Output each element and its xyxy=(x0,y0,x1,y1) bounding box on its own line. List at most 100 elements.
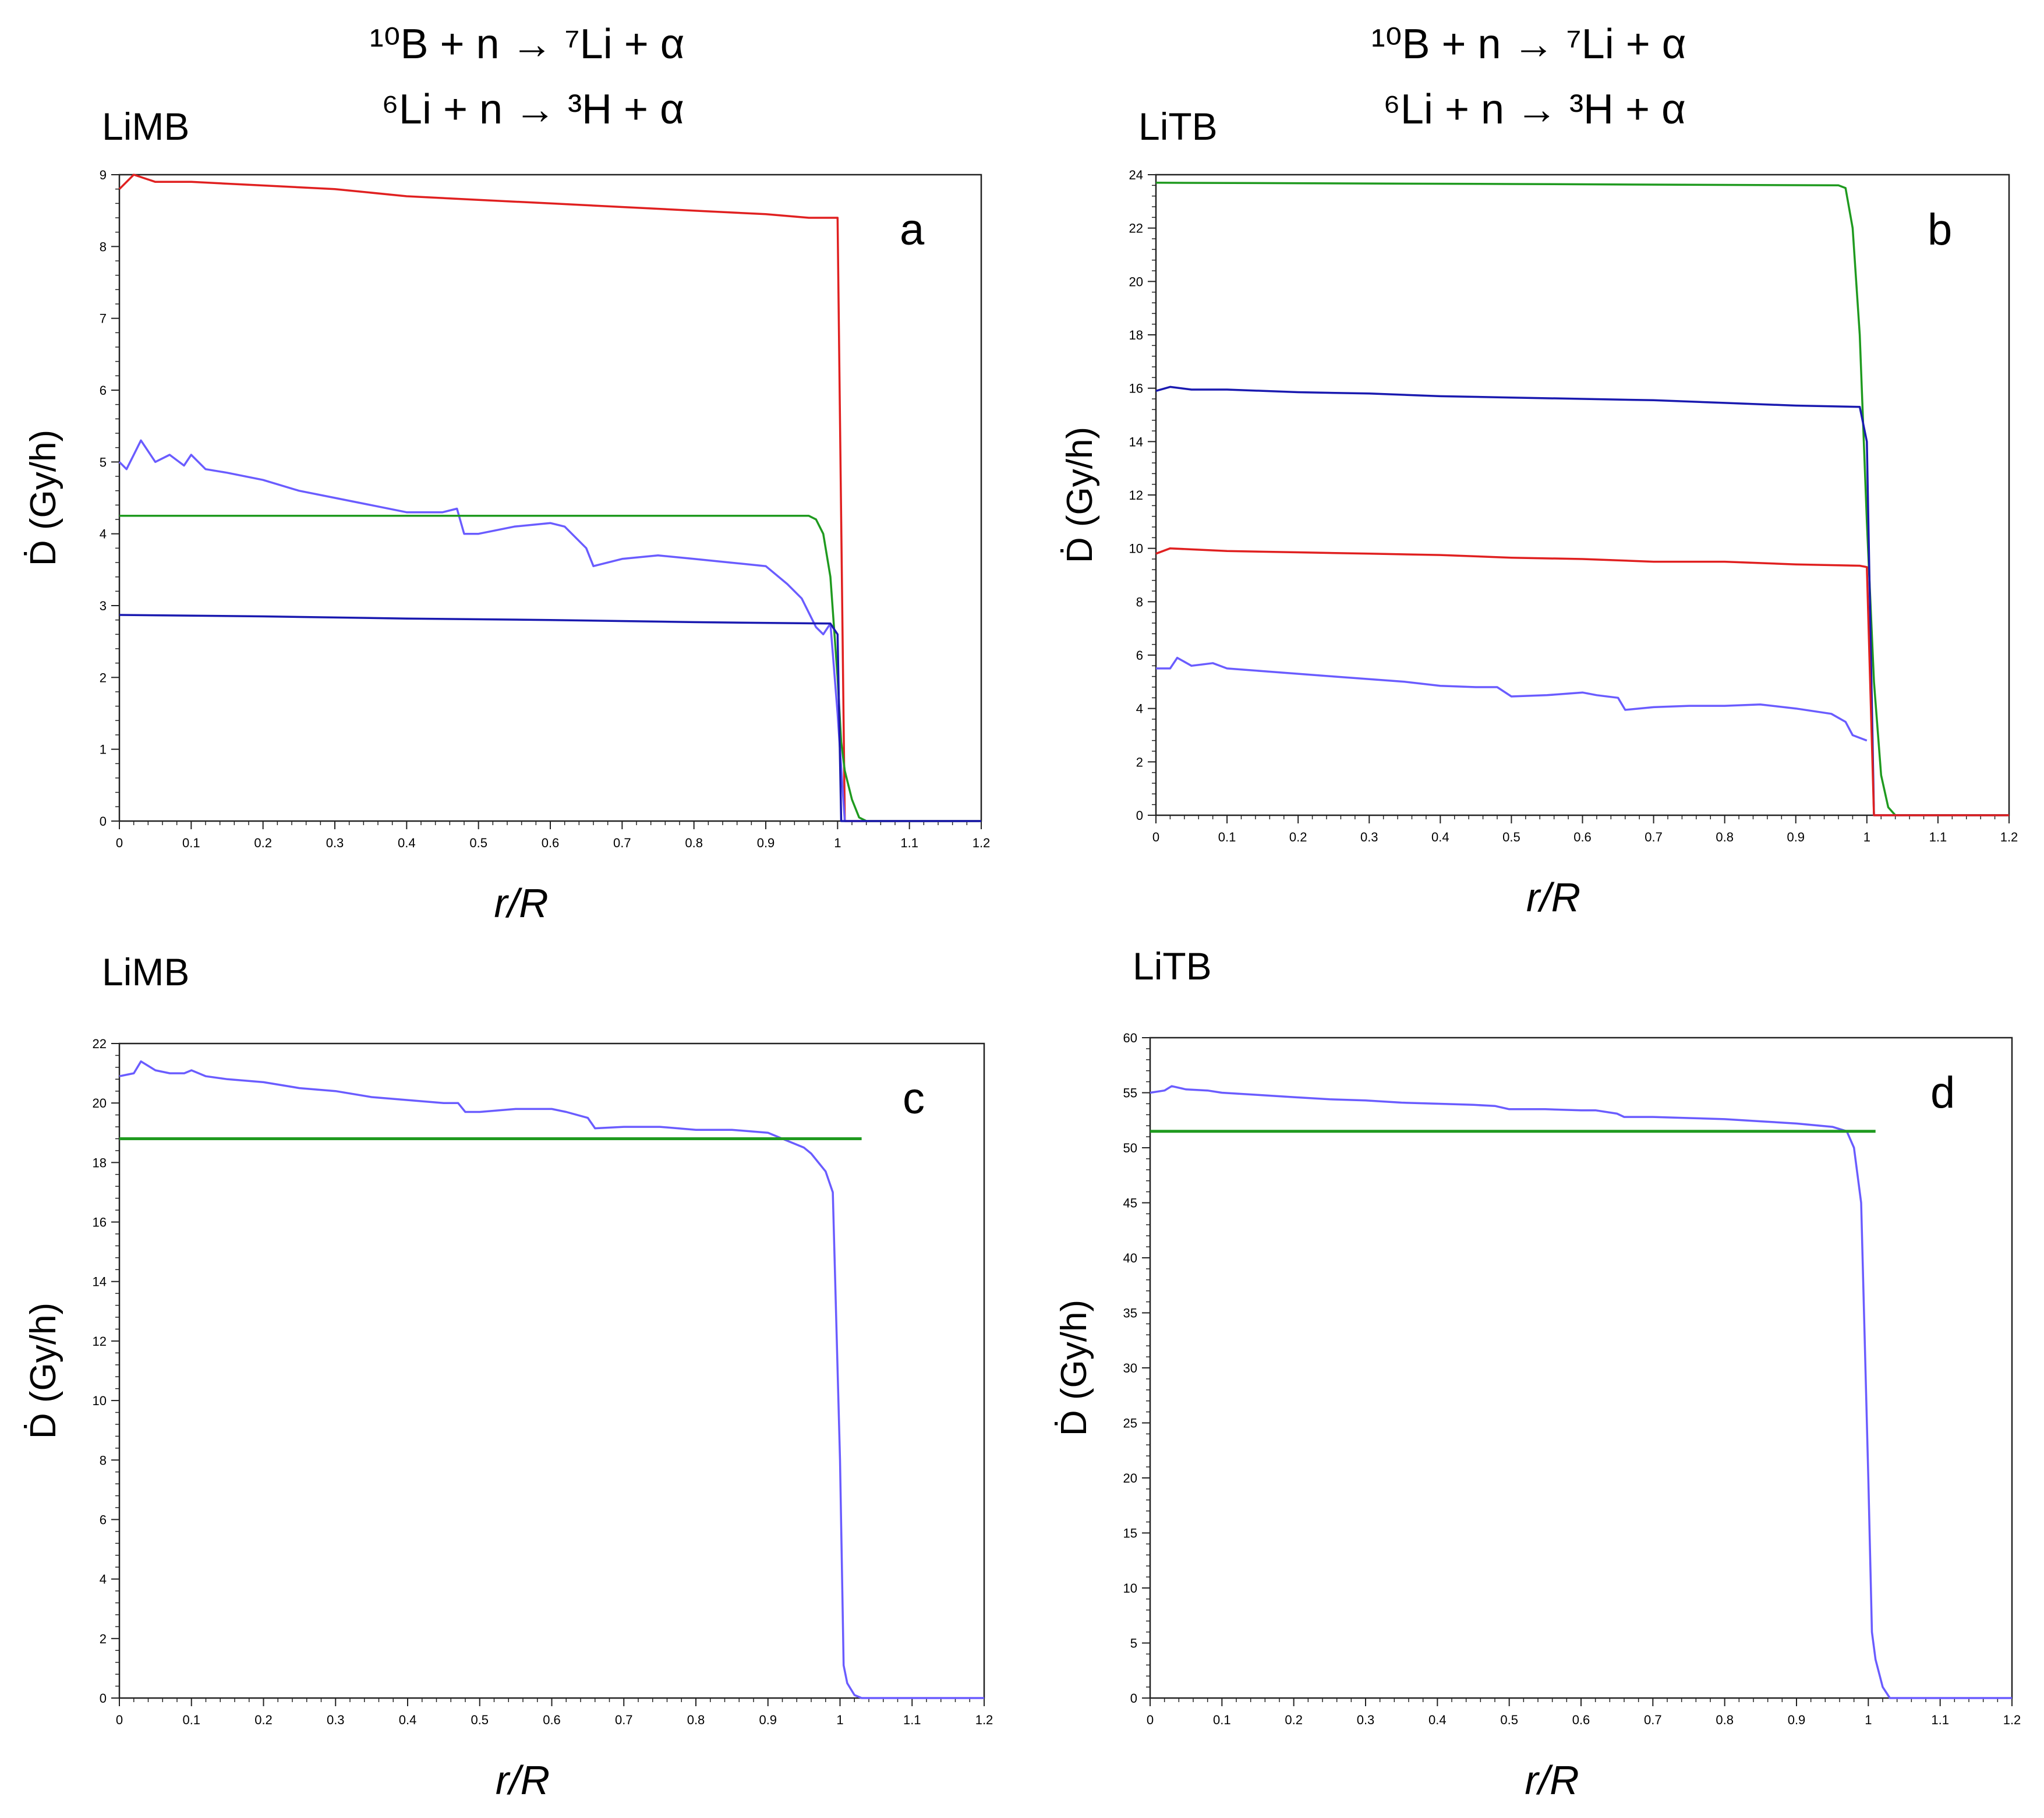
panel-letter: b xyxy=(1928,205,1952,254)
y-tick-label: 3 xyxy=(100,599,107,613)
panel-letter: c xyxy=(903,1074,925,1123)
x-tick-label: 0 xyxy=(116,1713,123,1727)
x-tick-label: 0.7 xyxy=(1644,1713,1662,1727)
plot-frame xyxy=(1149,1037,2013,1699)
x-tick-label: 0.5 xyxy=(471,1713,489,1727)
x-tick-label: 0.6 xyxy=(542,836,560,850)
y-tick-label: 12 xyxy=(1129,488,1143,503)
y-tick-label: 22 xyxy=(93,1037,107,1051)
series-purple-line xyxy=(118,439,846,822)
y-tick-label: 6 xyxy=(100,383,107,398)
y-tick-label: 8 xyxy=(1136,595,1143,609)
panel-title: LiTB xyxy=(1138,105,1218,148)
y-tick-label: 4 xyxy=(100,1572,107,1587)
x-tick-label: 1 xyxy=(1863,830,1870,844)
y-tick-label: 6 xyxy=(100,1512,107,1527)
x-tick-label: 1.1 xyxy=(1931,1713,1949,1727)
y-axis-title: Ḋ (Gy/h) xyxy=(1054,1300,1094,1436)
x-tick-label: 0.6 xyxy=(543,1713,561,1727)
x-tick-label: 0 xyxy=(116,836,123,850)
panel-letter: a xyxy=(900,205,925,254)
series-blue-line xyxy=(119,614,981,822)
panel-c: LiMB 0 0.1 0.2 0.3 0.4 0.5 0.6 0.7 0.8 0.9 1 1.1 1.2 0… xyxy=(0,909,1022,1818)
y-tick-label: 18 xyxy=(93,1155,107,1170)
x-tick-label: 0.8 xyxy=(685,836,703,850)
x-axis-title: r/R xyxy=(1526,875,1580,920)
panel-title: LiTB xyxy=(1133,945,1212,988)
y-tick-label: 10 xyxy=(1123,1581,1137,1596)
x-tick-label: 0.5 xyxy=(1502,830,1520,844)
x-tick-label: 0.9 xyxy=(757,836,775,850)
y-tick-label: 12 xyxy=(93,1334,107,1349)
x-tick-label: 0.5 xyxy=(469,836,487,850)
x-tick-label: 1.1 xyxy=(900,836,918,850)
y-tick-label: 24 xyxy=(1129,168,1143,182)
series-red-line xyxy=(1155,547,2009,816)
panel-letter: d xyxy=(1930,1068,1955,1117)
y-tick-label: 7 xyxy=(100,312,107,326)
chart-a: ¹⁰B + n → ⁷Li + α ⁶Li + n → ³H + α LiMB 0 0.… xyxy=(23,21,990,926)
y-tick-label: 4 xyxy=(100,527,107,542)
chart-c: LiMB 0 0.1 0.2 0.3 0.4 0.5 0.6 0.7 0.8 0.9 1 1.1 1.2 0… xyxy=(23,950,993,1803)
x-tick-label: 0 xyxy=(1147,1713,1154,1727)
y-tick-label: 15 xyxy=(1123,1526,1137,1541)
x-tick-label: 0.4 xyxy=(398,836,416,850)
x-tick-label: 1.1 xyxy=(1929,830,1947,844)
series-green-line xyxy=(1155,182,2009,816)
reaction-line-2: ⁶Li + n → ³H + α xyxy=(1383,86,1685,133)
panel-title: LiMB xyxy=(102,105,189,148)
y-axis-title: Ḋ (Gy/h) xyxy=(23,1303,63,1439)
y-tick-label: 14 xyxy=(93,1275,107,1289)
x-tick-label: 0.1 xyxy=(182,836,200,850)
x-tick-label: 1.2 xyxy=(975,1713,993,1727)
x-tick-label: 0.6 xyxy=(1573,830,1592,844)
y-tick-label: 2 xyxy=(100,1632,107,1646)
x-tick-label: 0.7 xyxy=(615,1713,633,1727)
x-tick-label: 1.2 xyxy=(2000,830,2018,844)
x-tick-label: 0.8 xyxy=(1716,1713,1734,1727)
y-tick-label: 60 xyxy=(1123,1031,1137,1045)
y-tick-label: 5 xyxy=(1130,1636,1137,1651)
y-tick-label: 4 xyxy=(1136,702,1143,716)
y-tick-label: 6 xyxy=(1136,648,1143,663)
y-tick-label: 50 xyxy=(1123,1141,1137,1155)
x-tick-label: 0.4 xyxy=(1431,830,1449,844)
chart-d: LiTB 0 0.1 0.2 0.3 0.4 0.5 0.6 0.7 0.8 0.9 1 1.1 1.2 0… xyxy=(1054,945,2021,1803)
x-tick-label: 0.7 xyxy=(613,836,631,850)
y-tick-label: 35 xyxy=(1123,1306,1137,1321)
y-tick-label: 22 xyxy=(1129,221,1143,236)
x-tick-label: 0.2 xyxy=(254,836,272,850)
y-tick-label: 1 xyxy=(100,742,107,757)
x-tick-label: 0.9 xyxy=(1788,1713,1806,1727)
y-tick-label: 2 xyxy=(1136,755,1143,769)
x-tick-label: 1 xyxy=(1865,1713,1872,1727)
y-tick-label: 14 xyxy=(1129,434,1143,449)
panel-title: LiMB xyxy=(102,950,189,993)
y-tick-label: 8 xyxy=(100,1453,107,1467)
series-purple-line xyxy=(1156,656,1868,742)
y-tick-label: 0 xyxy=(100,1691,107,1706)
x-tick-label: 0.4 xyxy=(1428,1713,1447,1727)
x-tick-label: 0.7 xyxy=(1645,830,1663,844)
x-tick-label: 0.3 xyxy=(1360,830,1378,844)
y-axis-title: Ḋ (Gy/h) xyxy=(1060,427,1100,563)
y-tick-label: 20 xyxy=(1123,1471,1137,1485)
series-purple-line xyxy=(119,1060,984,1699)
reaction-line-1: ¹⁰B + n → ⁷Li + α xyxy=(1371,21,1686,68)
x-tick-label: 0.3 xyxy=(1357,1713,1375,1727)
x-tick-label: 0.1 xyxy=(1213,1713,1231,1727)
series-blue-line xyxy=(1155,385,2009,816)
x-tick-label: 0.8 xyxy=(687,1713,705,1727)
panel-b: ¹⁰B + n → ⁷Li + α ⁶Li + n → ³H + α LiTB 0 0.… xyxy=(1022,0,2044,920)
x-axis-title: r/R xyxy=(494,880,548,926)
x-tick-label: 1 xyxy=(834,836,841,850)
plot-frame xyxy=(118,174,982,822)
x-axis-title: r/R xyxy=(496,1757,550,1803)
x-axis-title: r/R xyxy=(1525,1757,1579,1803)
x-tick-label: 0.2 xyxy=(254,1713,273,1727)
x-tick-label: 0 xyxy=(1152,830,1159,844)
plot-frame xyxy=(1155,174,2010,816)
y-tick-label: 0 xyxy=(1136,808,1143,823)
y-tick-label: 20 xyxy=(1129,274,1143,289)
y-tick-label: 18 xyxy=(1129,328,1143,342)
